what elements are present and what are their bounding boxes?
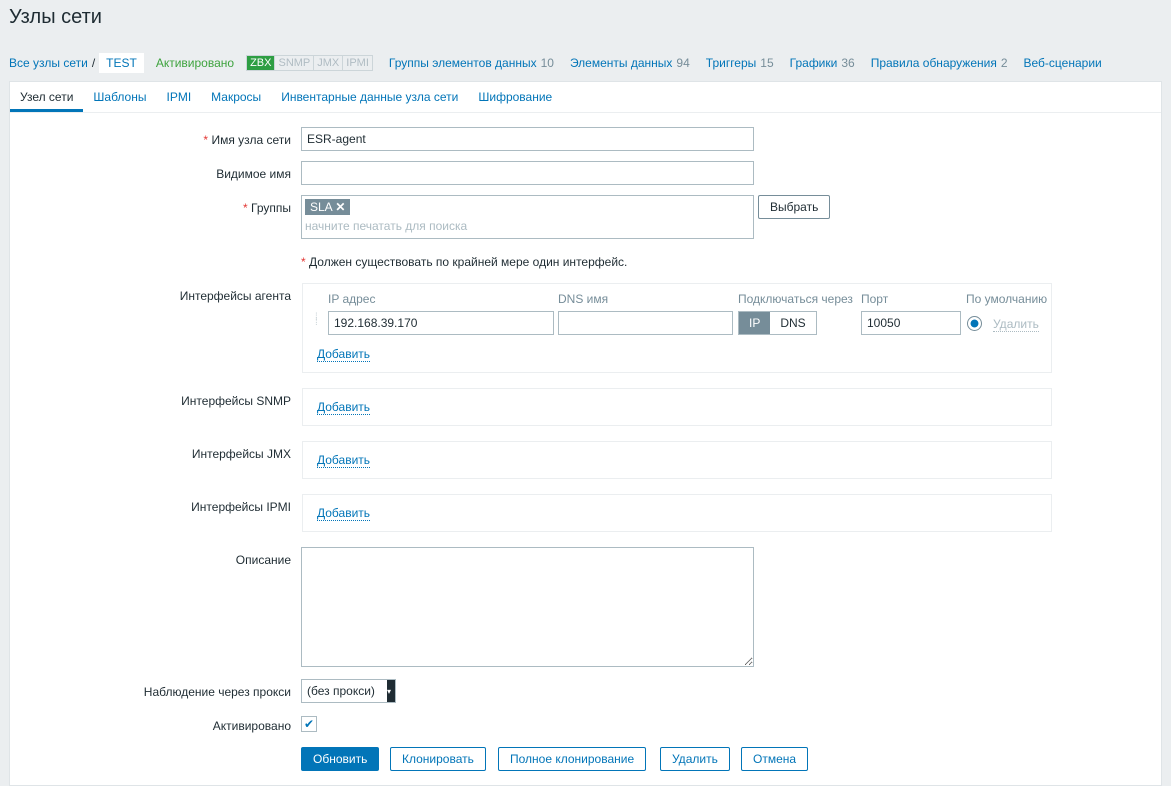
add-agent-interface-link[interactable]: Добавить	[317, 347, 371, 362]
tabs: Узел сети Шаблоны IPMI Макросы Инвентарн…	[10, 82, 1161, 113]
nav-web[interactable]: Веб-сценарии	[1023, 56, 1102, 70]
cancel-button[interactable]: Отмена	[741, 747, 809, 771]
visible-name-input[interactable]	[301, 161, 754, 185]
groups-label: Группы	[251, 201, 291, 215]
count: 2	[1000, 56, 1008, 70]
tab-encryption[interactable]: Шифрование	[478, 90, 553, 104]
host-name-label: Имя узла сети	[211, 133, 291, 147]
groups-search-placeholder[interactable]: начните печатать для поиска	[305, 219, 468, 233]
nav-items-groups[interactable]: Группы элементов данных	[388, 56, 537, 70]
count: 10	[540, 56, 554, 70]
port-input[interactable]	[861, 311, 961, 335]
remove-interface-link[interactable]: Удалить	[993, 317, 1039, 332]
dns-input[interactable]	[558, 311, 733, 335]
count: 15	[760, 56, 774, 70]
ipmi-interfaces: Добавить	[302, 494, 1052, 532]
availability-indicators: ZBX SNMP JMX IPMI	[246, 55, 373, 71]
connect-dns-button[interactable]: DNS	[780, 316, 806, 330]
ip-header: IP адрес	[328, 292, 376, 306]
full-clone-button[interactable]: Полное клонирование	[498, 747, 647, 771]
tab-macros[interactable]: Макросы	[211, 90, 262, 104]
connect-toggle: IP DNS	[738, 311, 817, 335]
description-label: Описание	[235, 553, 291, 567]
agent-interfaces-label: Интерфейсы агента	[179, 289, 291, 303]
select-groups-button[interactable]: Выбрать	[758, 195, 831, 219]
port-header: Порт	[861, 292, 889, 306]
host-nav: Все узлы сети / TEST Активировано ZBX SN…	[9, 51, 1162, 75]
status-badge[interactable]: Активировано	[155, 56, 235, 70]
page-title: Узлы сети	[9, 6, 102, 28]
proxy-value: (без прокси)	[307, 684, 375, 698]
update-button[interactable]: Обновить	[301, 747, 380, 771]
snmp-badge: SNMP	[274, 56, 313, 70]
agent-interfaces: IP адрес DNS имя Подключаться через Порт…	[302, 283, 1052, 373]
group-tag-label: SLA	[310, 200, 333, 214]
default-radio[interactable]	[967, 316, 982, 331]
groups-multiselect[interactable]: SLA ✕ начните печатать для поиска	[301, 195, 754, 239]
nav-graphs[interactable]: Графики	[789, 56, 838, 70]
snmp-interfaces: Добавить	[302, 388, 1052, 426]
tab-inventory[interactable]: Инвентарные данные узла сети	[281, 90, 459, 104]
nav-triggers[interactable]: Триггеры	[705, 56, 757, 70]
description-textarea[interactable]	[301, 547, 754, 667]
interface-warning: Должен существовать по крайней мере один…	[309, 255, 628, 269]
jmx-interfaces: Добавить	[302, 441, 1052, 479]
add-jmx-link[interactable]: Добавить	[317, 453, 371, 468]
ipmi-interfaces-label: Интерфейсы IPMI	[191, 500, 291, 514]
proxy-label: Наблюдение через прокси	[143, 685, 291, 699]
breadcrumb-separator: /	[91, 56, 96, 70]
visible-name-label: Видимое имя	[216, 167, 291, 181]
nav-discovery[interactable]: Правила обнаружения	[870, 56, 997, 70]
delete-button[interactable]: Удалить	[660, 747, 730, 771]
drag-handle-icon[interactable]: ⁞ ⁞	[315, 312, 318, 328]
nav-items[interactable]: Элементы данных	[569, 56, 673, 70]
enabled-label: Активировано	[212, 719, 291, 733]
breadcrumb-current[interactable]: TEST	[99, 53, 144, 73]
tab-ipmi[interactable]: IPMI	[166, 90, 192, 104]
breadcrumb-all-hosts[interactable]: Все узлы сети	[9, 56, 88, 70]
connect-ip-button[interactable]: IP	[739, 312, 771, 334]
select-label: Выбрать	[770, 200, 819, 214]
host-name-input[interactable]	[301, 127, 754, 151]
add-ipmi-link[interactable]: Добавить	[317, 506, 371, 521]
jmx-interfaces-label: Интерфейсы JMX	[191, 447, 291, 461]
host-form-panel: Узел сети Шаблоны IPMI Макросы Инвентарн…	[9, 81, 1162, 786]
jmx-badge: JMX	[313, 56, 342, 70]
tab-templates[interactable]: Шаблоны	[93, 90, 147, 104]
snmp-interfaces-label: Интерфейсы SNMP	[181, 394, 291, 408]
dns-header: DNS имя	[558, 292, 609, 306]
group-tag: SLA ✕	[305, 199, 351, 215]
default-header: По умолчанию	[966, 292, 1048, 306]
proxy-select[interactable]: (без прокси) ▾	[301, 679, 396, 703]
zbx-badge: ZBX	[247, 56, 275, 70]
add-snmp-link[interactable]: Добавить	[317, 400, 371, 415]
enabled-checkbox[interactable]: ✔	[301, 716, 317, 732]
connect-header: Подключаться через	[738, 292, 853, 306]
ipmi-badge: IPMI	[342, 56, 372, 70]
chevron-down-icon: ▾	[387, 680, 395, 702]
clone-button[interactable]: Клонировать	[390, 747, 486, 771]
count: 36	[841, 56, 855, 70]
ip-input[interactable]	[328, 311, 554, 335]
count: 94	[676, 56, 690, 70]
tab-host[interactable]: Узел сети	[10, 82, 84, 112]
remove-tag-icon[interactable]: ✕	[335, 200, 346, 214]
